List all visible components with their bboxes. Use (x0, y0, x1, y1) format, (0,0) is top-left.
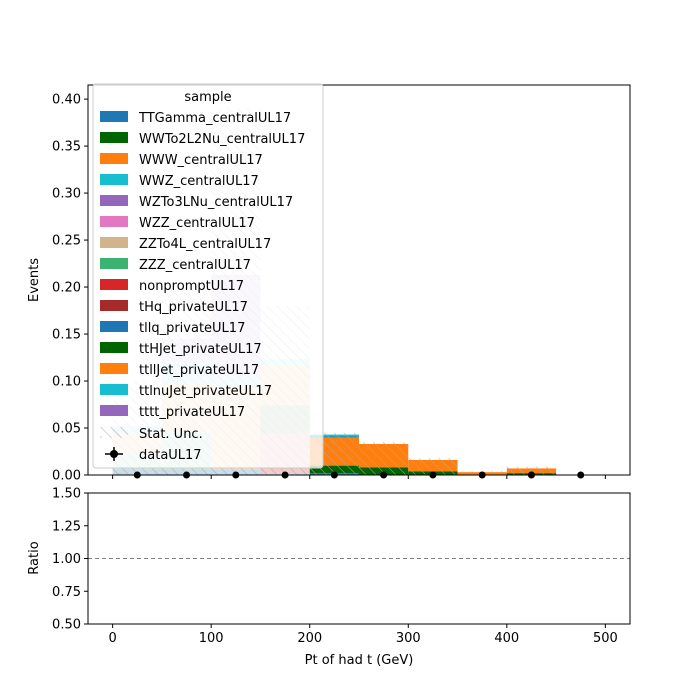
y-tick-label: 0.25 (52, 234, 81, 249)
y-tick-label: 0.00 (52, 469, 81, 484)
legend-swatch (100, 384, 128, 395)
ratio-y-tick-label: 0.75 (52, 585, 81, 600)
x-tick-label: 300 (396, 631, 421, 646)
legend-stat-unc-swatch (100, 427, 128, 438)
x-axis-ticks: 0 100 200 300 400 500 (108, 624, 618, 646)
legend-label: TTGamma_centralUL17 (138, 111, 291, 126)
ratio-plot-frame (87, 492, 631, 625)
x-axis-ticks-top-panel (112, 475, 606, 479)
legend-label: WWZ_centralUL17 (139, 174, 259, 189)
legend-label: tHq_privateUL17 (139, 300, 248, 315)
y-tick-label: 0.35 (52, 140, 81, 155)
legend-frame (92, 83, 324, 469)
y-axis-ticks: 0.00 0.05 0.10 0.15 0.20 0.25 0.30 0.35 0.40 (52, 93, 88, 484)
legend-swatch (100, 132, 128, 143)
legend-label: ZZTo4L_centralUL17 (139, 237, 271, 252)
legend-stat-unc-label: Stat. Unc. (139, 427, 203, 442)
ratio-y-tick-label: 0.50 (52, 618, 81, 633)
legend-swatch (100, 258, 128, 269)
legend-label: WWW_centralUL17 (139, 153, 263, 168)
legend: sample TTGamma_centralUL17 WWTo2L2Nu_cent… (92, 83, 324, 469)
ratio-y-tick-label: 1.00 (52, 552, 81, 567)
legend-label: WZZ_centralUL17 (139, 216, 255, 231)
ratio-y-tick-label: 1.25 (52, 519, 81, 534)
legend-title: sample (184, 90, 231, 105)
legend-label: tttt_privateUL17 (139, 405, 245, 420)
stat-unc-bin (359, 442, 409, 475)
legend-swatch (100, 321, 128, 332)
legend-swatch (100, 174, 128, 185)
legend-swatch (100, 216, 128, 227)
legend-swatch (100, 111, 128, 122)
legend-data-label: dataUL17 (139, 448, 202, 463)
y-tick-label: 0.05 (52, 422, 81, 437)
ratio-y-axis-label: Ratio (27, 541, 42, 574)
stat-unc-bin (408, 458, 458, 475)
legend-swatch (100, 237, 128, 248)
legend-label: ttllJet_privateUL17 (139, 363, 259, 378)
x-tick-label: 100 (199, 631, 224, 646)
legend-swatch (100, 279, 128, 290)
y-tick-label: 0.15 (52, 328, 81, 343)
legend-swatch (100, 405, 128, 416)
legend-label: ttHJet_privateUL17 (139, 342, 262, 357)
x-axis-label: Pt of had t (GeV) (305, 653, 414, 668)
x-tick-label: 400 (494, 631, 519, 646)
x-tick-label: 200 (297, 631, 322, 646)
legend-label: ttlnuJet_privateUL17 (139, 384, 272, 399)
legend-swatch (100, 363, 128, 374)
ratio-y-axis-ticks: 0.50 0.75 1.00 1.25 1.50 (52, 487, 88, 633)
y-tick-label: 0.30 (52, 187, 81, 202)
x-tick-label: 500 (593, 631, 618, 646)
ratio-y-tick-label: 1.50 (52, 487, 81, 502)
legend-label: WWTo2L2Nu_centralUL17 (139, 132, 305, 147)
legend-label: WZTo3LNu_centralUL17 (139, 195, 293, 210)
ratio-panel: 0.50 0.75 1.00 1.25 1.50 0 100 200 300 400 500 Ra… (27, 487, 631, 668)
legend-swatch (100, 195, 128, 206)
legend-swatch (100, 300, 128, 311)
legend-label: nonpromptUL17 (139, 279, 244, 294)
y-tick-label: 0.20 (52, 281, 81, 296)
x-tick-label: 0 (108, 631, 116, 646)
legend-label: ZZZ_centralUL17 (139, 258, 251, 273)
legend-label: tllq_privateUL17 (139, 321, 245, 336)
legend-swatch (100, 153, 128, 164)
legend-data-marker (110, 450, 118, 458)
legend-swatch (100, 342, 128, 353)
main-plot-frame (87, 84, 631, 476)
y-tick-label: 0.40 (52, 93, 81, 108)
y-axis-label: Events (27, 258, 42, 302)
stat-unc-bin (506, 466, 557, 475)
y-tick-label: 0.10 (52, 375, 81, 390)
